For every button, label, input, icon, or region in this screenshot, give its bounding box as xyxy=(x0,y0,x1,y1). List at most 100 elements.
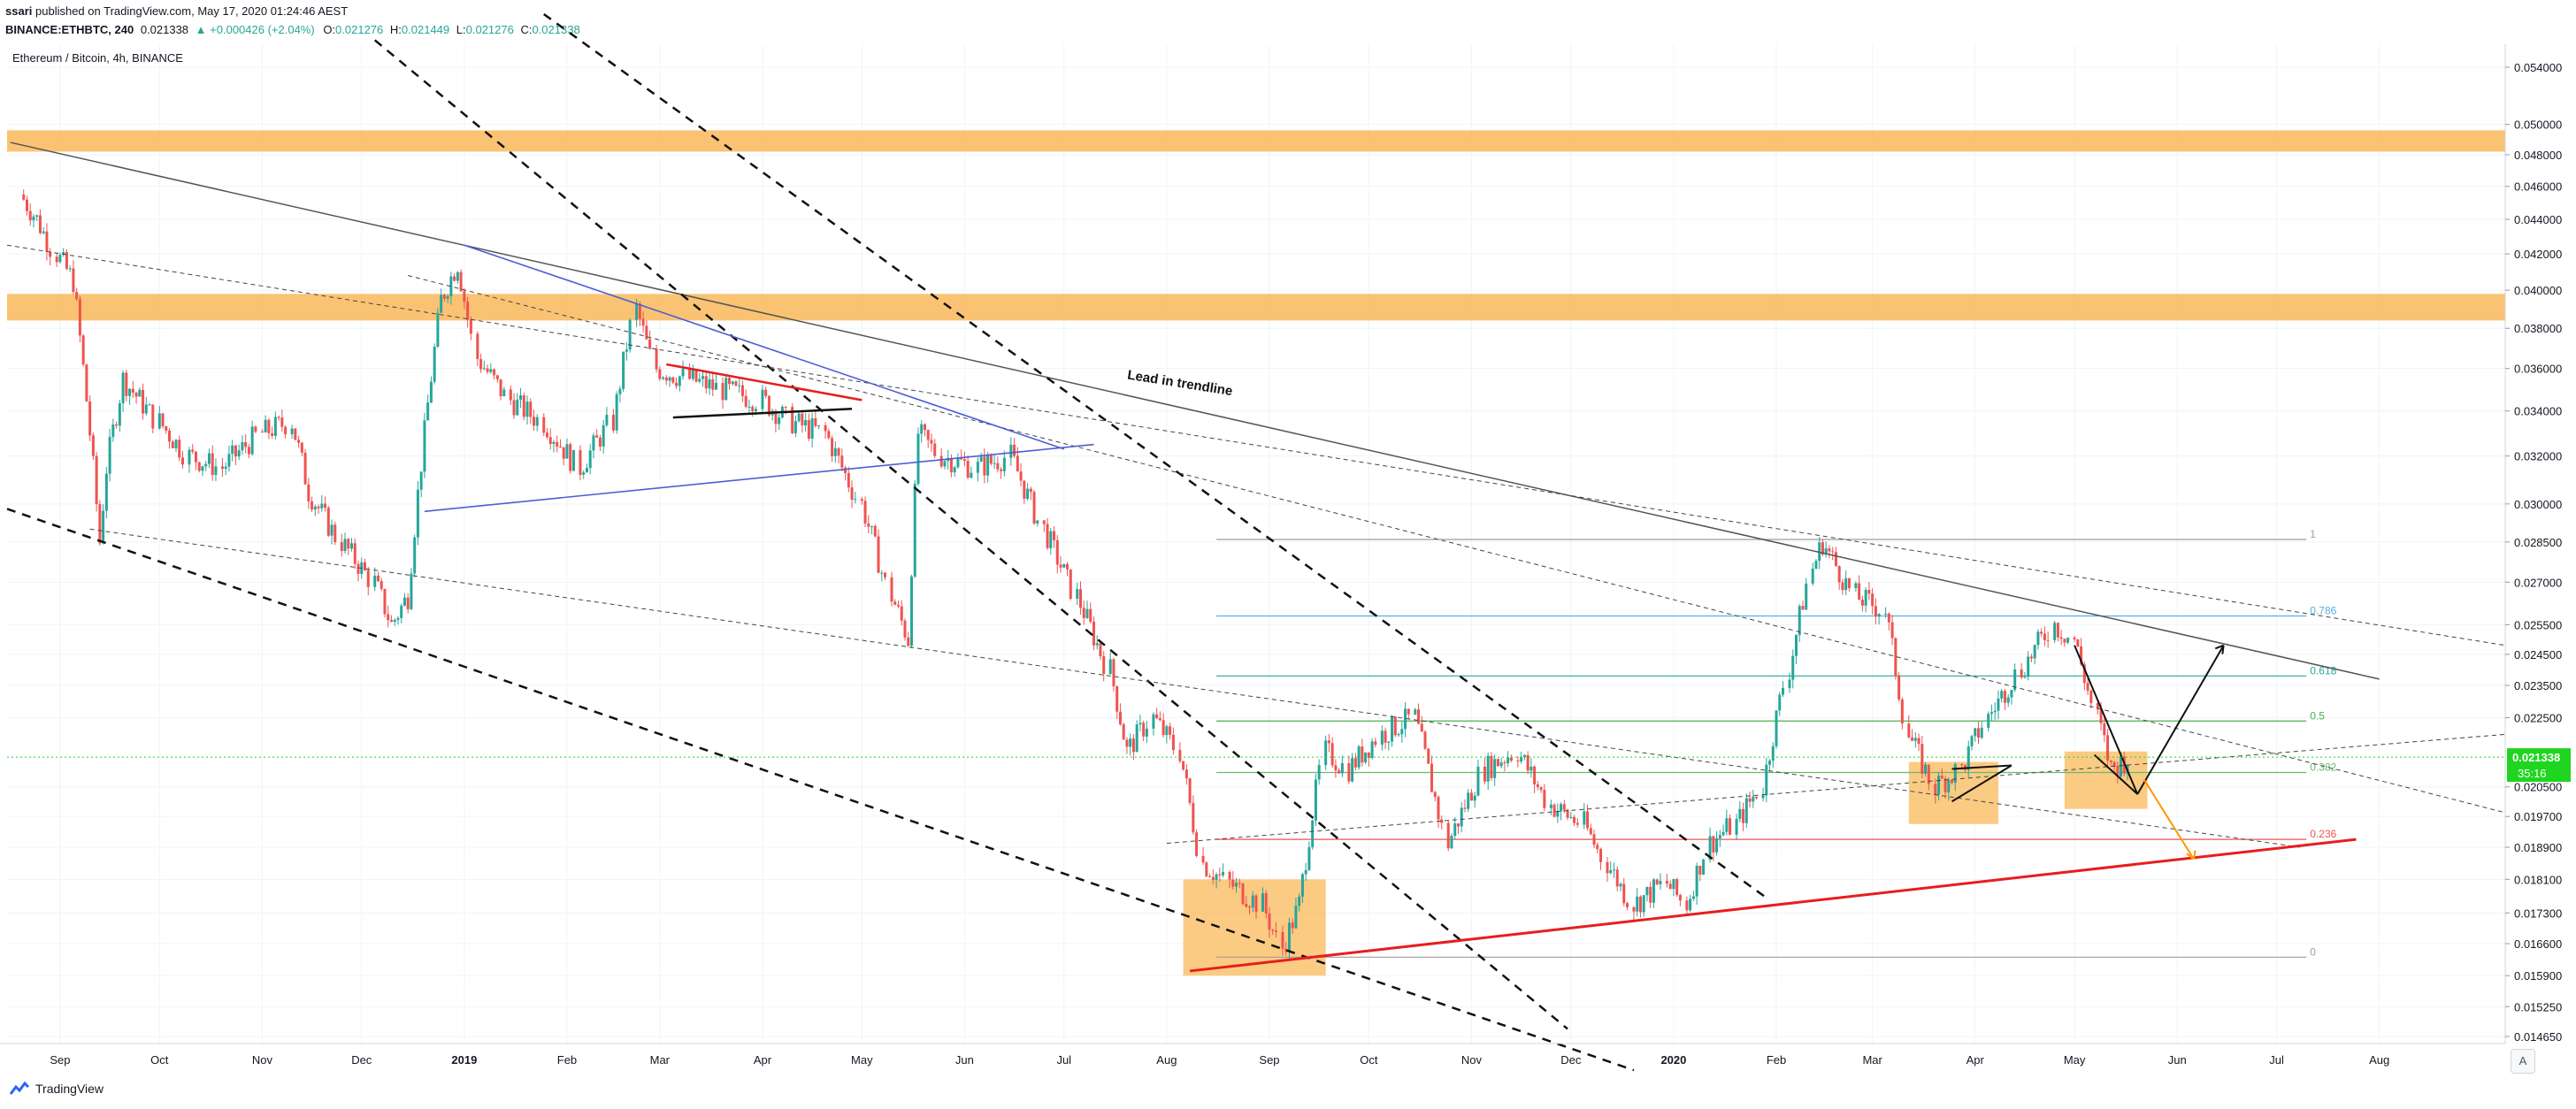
candle-body xyxy=(916,433,920,485)
current-price-timer: 35:16 xyxy=(2518,767,2547,780)
black-pennant-base xyxy=(672,407,853,419)
candle-body xyxy=(453,276,456,281)
candle-body xyxy=(247,447,250,455)
candle-body xyxy=(516,399,519,416)
candle-body xyxy=(748,406,751,408)
candle-body xyxy=(548,437,552,444)
candle-body xyxy=(1374,741,1377,746)
y-tick-label: 0.022500 xyxy=(2514,712,2562,725)
fib-level-label: 0 xyxy=(2310,945,2316,958)
candle-body xyxy=(1622,883,1626,904)
candle-body xyxy=(273,417,277,436)
candle-body xyxy=(681,369,685,377)
x-tick-label: Dec xyxy=(1560,1053,1582,1067)
candle-body xyxy=(598,437,602,447)
candle-body xyxy=(1294,906,1298,929)
auto-scale-button[interactable]: A xyxy=(2511,1049,2535,1074)
candle-body xyxy=(552,441,556,444)
candle-body xyxy=(976,461,979,473)
candle-body xyxy=(1691,896,1695,899)
candle-body xyxy=(1404,708,1407,730)
symbol-label[interactable]: BINANCE:ETHBTC, 240 xyxy=(5,23,134,36)
candle-body xyxy=(307,484,310,501)
candle-body xyxy=(1053,531,1056,540)
tradingview-logo[interactable]: TradingView xyxy=(9,1082,104,1096)
candle-body xyxy=(622,351,625,389)
candle-body xyxy=(1486,755,1490,782)
candle-body xyxy=(35,215,39,217)
candle-body xyxy=(1632,906,1636,912)
candle-body xyxy=(1082,608,1085,618)
candle-body xyxy=(493,369,496,376)
candle-body xyxy=(165,426,168,431)
fib-level-label: 1 xyxy=(2310,528,2316,540)
red-pennant-line xyxy=(666,363,862,402)
candle-body xyxy=(923,424,926,431)
candle-body xyxy=(42,231,45,233)
candle-body xyxy=(188,449,191,465)
candle-body xyxy=(1649,886,1652,903)
x-tick-label: Jul xyxy=(2269,1053,2284,1067)
candle-body xyxy=(1300,874,1304,897)
author-name[interactable]: ssari xyxy=(5,4,33,18)
candle-body xyxy=(1638,896,1642,913)
fib-level-label: 0.786 xyxy=(2310,605,2336,617)
candle-body xyxy=(1380,730,1384,746)
candle-body xyxy=(1420,723,1423,732)
y-tick-label: 0.018100 xyxy=(2514,873,2562,886)
candle-body xyxy=(1353,758,1357,768)
candle-body xyxy=(280,417,284,427)
candle-body xyxy=(970,472,973,478)
candle-body xyxy=(1231,879,1235,887)
candle-body xyxy=(824,424,827,432)
candle-body xyxy=(88,401,92,436)
candle-body xyxy=(807,419,810,440)
candle-body xyxy=(250,426,254,455)
candle-body xyxy=(423,420,426,472)
candle-body xyxy=(1055,539,1059,565)
candle-body xyxy=(353,543,356,564)
candle-body xyxy=(1920,744,1924,774)
up-arrowhead xyxy=(2214,644,2225,654)
candle-body xyxy=(1152,714,1155,729)
candle-body xyxy=(1129,738,1132,747)
candle-body xyxy=(740,385,744,396)
candle-body xyxy=(1158,718,1162,721)
candle-body xyxy=(1397,734,1400,736)
candle-body xyxy=(569,444,572,471)
candle-body xyxy=(1867,589,1871,594)
candle-body xyxy=(585,468,588,473)
candle-body xyxy=(95,455,98,504)
candle-body xyxy=(870,525,874,527)
candle-body xyxy=(1391,716,1394,742)
candle-body xyxy=(877,536,880,573)
candle-body xyxy=(214,466,218,476)
candle-body xyxy=(254,426,257,432)
candle-body xyxy=(956,457,960,468)
candle-body xyxy=(1059,564,1062,568)
candle-body xyxy=(1347,762,1351,782)
candle-body xyxy=(1460,807,1463,827)
y-tick-label: 0.020500 xyxy=(2514,781,2562,794)
candle-body xyxy=(1307,846,1311,870)
candle-body xyxy=(668,377,671,381)
candle-body xyxy=(582,472,586,475)
candle-body xyxy=(688,369,692,379)
x-tick-label: Apr xyxy=(754,1053,772,1067)
candle-body xyxy=(449,276,453,296)
candle-body xyxy=(1884,613,1888,615)
candle-body xyxy=(324,503,327,509)
x-tick-label: Oct xyxy=(150,1053,169,1067)
candle-body xyxy=(897,604,901,607)
highlight-box xyxy=(1183,879,1326,976)
x-tick-label: Nov xyxy=(252,1053,273,1067)
candle-body xyxy=(1264,893,1268,914)
open-value: 0.021276 xyxy=(335,23,384,36)
x-tick-label: Sep xyxy=(50,1053,70,1067)
candle-body xyxy=(1695,866,1698,897)
candle-body xyxy=(1274,930,1277,932)
candle-body xyxy=(396,617,400,620)
candle-body xyxy=(784,406,787,408)
candle-body xyxy=(45,231,49,252)
